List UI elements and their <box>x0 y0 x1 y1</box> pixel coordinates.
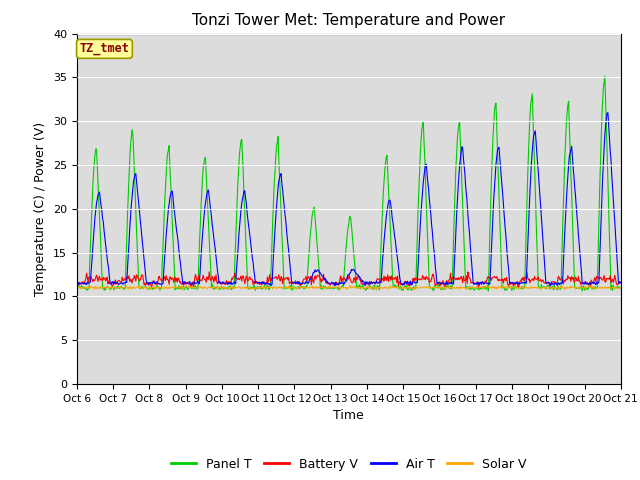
Panel T <box>139 284 147 290</box>
Battery V <box>617 280 625 286</box>
Air T <box>83 282 90 288</box>
Air T <box>139 242 147 248</box>
Battery V <box>83 270 90 276</box>
Line: Solar V: Solar V <box>77 286 621 289</box>
Air T <box>604 110 612 116</box>
Battery V <box>431 283 439 288</box>
Solar V <box>372 287 380 292</box>
Solar V <box>195 284 202 290</box>
Solar V <box>83 285 90 290</box>
Battery V <box>194 276 202 282</box>
Line: Air T: Air T <box>77 113 621 286</box>
Battery V <box>139 273 147 278</box>
Solar V <box>139 286 147 291</box>
Air T <box>431 265 439 271</box>
Battery V <box>416 276 424 282</box>
Air T <box>73 280 81 286</box>
Panel T <box>83 287 90 293</box>
Panel T <box>579 288 586 294</box>
Solar V <box>182 283 190 288</box>
Line: Battery V: Battery V <box>77 272 621 287</box>
Panel T <box>431 283 438 289</box>
Panel T <box>194 286 202 292</box>
Battery V <box>73 279 81 285</box>
Panel T <box>223 285 230 290</box>
Battery V <box>515 284 522 290</box>
Solar V <box>223 285 231 290</box>
Solar V <box>73 286 81 291</box>
Air T <box>617 280 625 286</box>
Panel T <box>73 284 81 290</box>
Air T <box>194 278 202 284</box>
Panel T <box>601 73 609 79</box>
X-axis label: Time: Time <box>333 409 364 422</box>
Battery V <box>205 269 213 275</box>
Air T <box>223 281 230 287</box>
Battery V <box>223 282 231 288</box>
Panel T <box>617 285 625 290</box>
Legend: Panel T, Battery V, Air T, Solar V: Panel T, Battery V, Air T, Solar V <box>166 453 531 476</box>
Solar V <box>617 285 625 291</box>
Line: Panel T: Panel T <box>77 76 621 291</box>
Solar V <box>433 284 440 290</box>
Panel T <box>415 188 422 194</box>
Text: TZ_tmet: TZ_tmet <box>79 42 129 55</box>
Solar V <box>417 284 424 290</box>
Air T <box>361 283 369 288</box>
Air T <box>416 235 424 241</box>
Y-axis label: Temperature (C) / Power (V): Temperature (C) / Power (V) <box>35 122 47 296</box>
Title: Tonzi Tower Met: Temperature and Power: Tonzi Tower Met: Temperature and Power <box>192 13 506 28</box>
